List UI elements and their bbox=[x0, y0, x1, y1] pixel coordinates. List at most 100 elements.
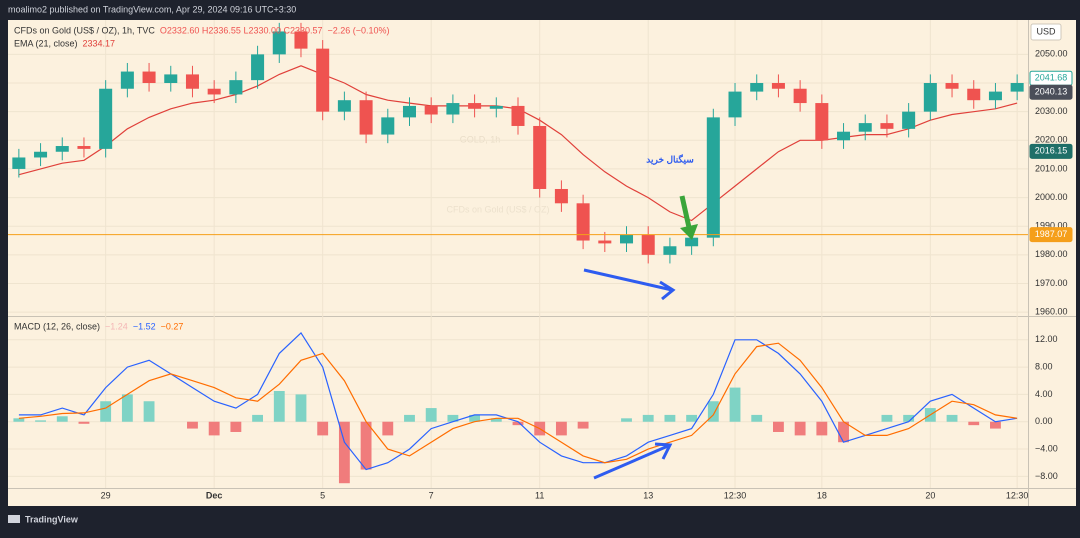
histogram-bar bbox=[555, 421, 567, 436]
candle-body bbox=[598, 240, 612, 244]
macd-line bbox=[18, 342, 1018, 464]
histogram-bar bbox=[100, 401, 112, 422]
price-label: 2041.68 bbox=[1035, 73, 1068, 83]
candle-body bbox=[620, 234, 634, 244]
candle-body bbox=[815, 103, 829, 141]
price-label: 1987.07 bbox=[1035, 229, 1068, 239]
candle-body bbox=[120, 71, 134, 89]
histogram-bar bbox=[230, 421, 242, 432]
brand: TradingView bbox=[25, 514, 79, 524]
candle-body bbox=[923, 83, 937, 112]
candle-body bbox=[728, 91, 742, 118]
histogram-bar bbox=[577, 421, 589, 429]
candle-body bbox=[77, 146, 91, 149]
legend-ohlc: O2332.60 H2336.55 L2330.00 C2330.57 bbox=[160, 25, 323, 35]
histogram-bar bbox=[143, 401, 155, 422]
y-tick-label: −8.00 bbox=[1035, 471, 1058, 481]
macd-line bbox=[18, 331, 1018, 471]
histogram-bar bbox=[78, 421, 90, 424]
y-tick-label: 2050.00 bbox=[1035, 49, 1068, 59]
currency: USD bbox=[1036, 26, 1056, 36]
y-tick-label: 4.00 bbox=[1035, 389, 1053, 399]
candle-body bbox=[967, 88, 981, 101]
candle-body bbox=[685, 237, 699, 247]
candle-body bbox=[359, 100, 373, 135]
histogram-bar bbox=[642, 414, 654, 422]
candle-body bbox=[880, 123, 894, 129]
histogram-bar bbox=[686, 414, 698, 422]
histogram-bar bbox=[490, 418, 502, 422]
histogram-bar bbox=[512, 421, 524, 426]
y-tick-label: 8.00 bbox=[1035, 361, 1053, 371]
candle-body bbox=[988, 91, 1002, 101]
candle-body bbox=[381, 117, 395, 135]
candle-body bbox=[902, 111, 916, 129]
candle-body bbox=[34, 151, 48, 158]
y-tick-label: 1970.00 bbox=[1035, 278, 1068, 288]
candle-body bbox=[837, 131, 851, 141]
price-label: 2016.15 bbox=[1035, 146, 1068, 156]
y-tick-label: 12.00 bbox=[1035, 334, 1058, 344]
candle-body bbox=[402, 105, 416, 118]
candle-body bbox=[576, 203, 590, 241]
histogram-bar bbox=[816, 421, 828, 436]
candle-body bbox=[554, 188, 568, 204]
y-tick-label: 2000.00 bbox=[1035, 192, 1068, 202]
legend-change: −2.26 (−0.10%) bbox=[328, 25, 390, 35]
y-tick-label: 1960.00 bbox=[1035, 307, 1068, 317]
candle-body bbox=[706, 117, 720, 238]
histogram-bar bbox=[56, 416, 68, 422]
candle-body bbox=[55, 146, 69, 152]
candle-body bbox=[316, 48, 330, 112]
histogram-bar bbox=[338, 421, 350, 484]
price-label-box bbox=[1029, 227, 1073, 243]
candle-body bbox=[337, 100, 351, 112]
x-tick-label: Dec bbox=[206, 490, 223, 500]
candle-body bbox=[251, 54, 265, 81]
histogram-bar bbox=[208, 421, 220, 436]
histogram-bar bbox=[751, 414, 763, 422]
candle-body bbox=[533, 125, 547, 189]
x-tick-label: 13 bbox=[643, 490, 653, 500]
legend-ema: EMA (21, close) bbox=[14, 38, 78, 48]
watermark-description: CFDs on Gold (US$ / OZ) bbox=[446, 204, 549, 214]
x-tick-label: 20 bbox=[925, 490, 935, 500]
candle-body bbox=[446, 103, 460, 115]
legend-macd-value: −0.27 bbox=[161, 321, 184, 331]
y-tick-label: 1980.00 bbox=[1035, 249, 1068, 259]
watermark: GOLD, 1h CFDs on Gold (US$ / OZ) bbox=[446, 134, 549, 214]
histogram-bar bbox=[990, 421, 1001, 429]
legend-macd-value: −1.24 bbox=[105, 321, 128, 331]
candle-body bbox=[272, 31, 286, 55]
candle-body bbox=[164, 74, 178, 84]
histogram-bar bbox=[317, 421, 329, 436]
x-tick-label: 18 bbox=[817, 490, 827, 500]
candle-body bbox=[207, 88, 221, 95]
candle-body bbox=[468, 103, 482, 109]
histogram-bar bbox=[664, 414, 676, 422]
histogram-bar bbox=[187, 421, 198, 429]
histogram-bar bbox=[707, 401, 719, 422]
histogram-bar bbox=[13, 418, 25, 422]
candle-body bbox=[511, 105, 525, 126]
candle-body bbox=[945, 83, 959, 89]
x-tick-label: 12:30 bbox=[724, 490, 747, 500]
histogram-bar bbox=[903, 414, 915, 422]
candle-body bbox=[793, 88, 807, 104]
candle-body bbox=[142, 71, 156, 84]
x-tick-label: 7 bbox=[429, 490, 434, 500]
y-tick-label: 2020.00 bbox=[1035, 135, 1068, 145]
x-tick-label: 11 bbox=[535, 490, 544, 500]
x-tick-label: 12:30 bbox=[1006, 490, 1029, 500]
price-divergence-arrow bbox=[583, 268, 676, 301]
candle-body bbox=[99, 88, 113, 149]
y-tick-label: 1990.00 bbox=[1035, 221, 1068, 231]
signal-annotation: سیگنال خرید bbox=[646, 153, 693, 165]
histogram-bar bbox=[794, 421, 806, 436]
y-tick-label: 2030.00 bbox=[1035, 106, 1068, 116]
watermark-symbol: GOLD, 1h bbox=[460, 134, 501, 144]
candle-body bbox=[294, 31, 308, 49]
x-tick-label: 29 bbox=[101, 490, 111, 500]
currency-box bbox=[1030, 23, 1062, 41]
